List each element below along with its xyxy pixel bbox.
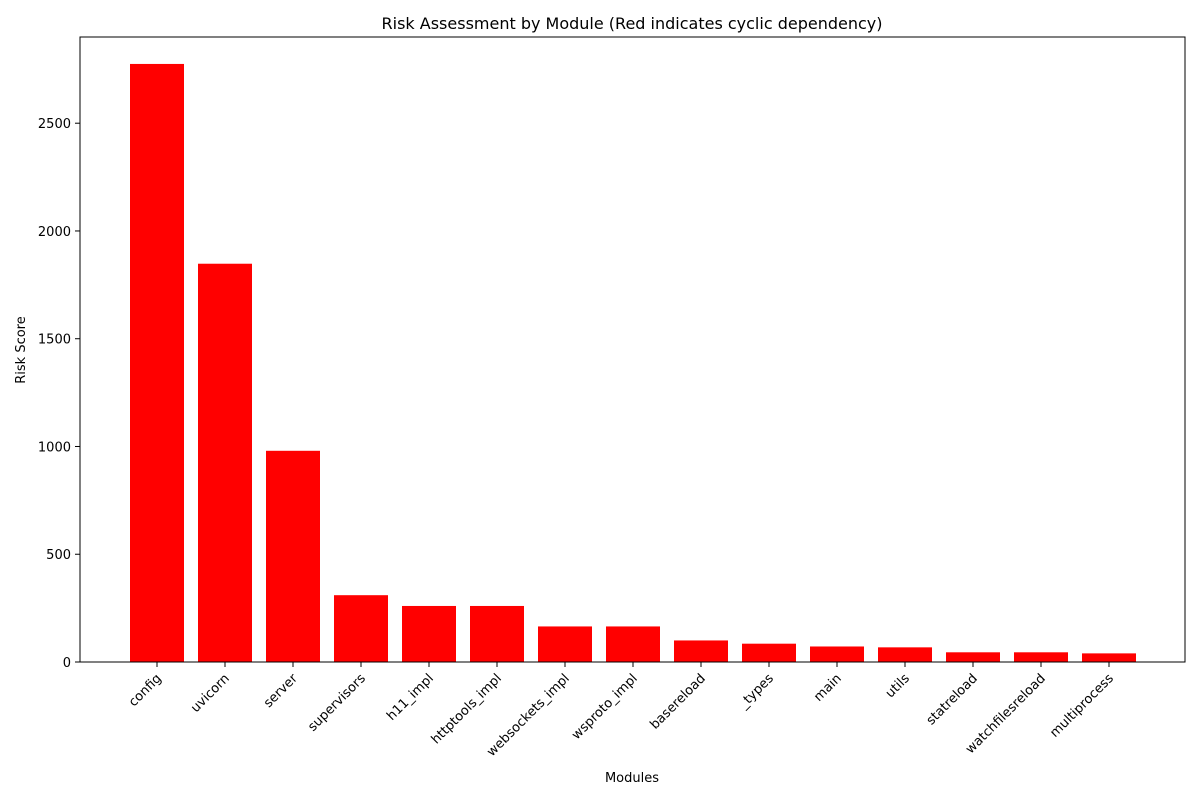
bar-uvicorn [198,263,252,662]
bar-utils [878,647,932,662]
bar-wsproto_impl [606,626,660,662]
chart-title: Risk Assessment by Module (Red indicates… [382,14,883,33]
bar-httptools_impl [470,605,524,662]
bar-server [266,450,320,662]
y-tick-label: 0 [63,656,71,671]
bar-config [130,63,184,663]
bar-multiprocess [1082,653,1136,662]
bars-group [130,63,1136,663]
y-tick-label: 1500 [38,333,71,348]
y-tick-label: 1000 [38,440,71,455]
bar-websockets_impl [538,626,592,662]
bar-basereload [674,640,728,662]
bar-statreload [946,652,1000,662]
y-tick-label: 2000 [38,225,71,240]
bar-_types [742,643,796,662]
bar-main [810,646,864,662]
y-axis-label: Risk Score [14,316,29,384]
y-tick-label: 500 [46,548,71,563]
bar-watchfilesreload [1014,652,1068,662]
bar-supervisors [334,595,388,662]
bar-h11_impl [402,605,456,662]
y-tick-label: 2500 [38,117,71,132]
y-axis: 0 500 1000 1500 2000 2500 [38,117,80,671]
x-axis-label: Modules [605,771,659,786]
